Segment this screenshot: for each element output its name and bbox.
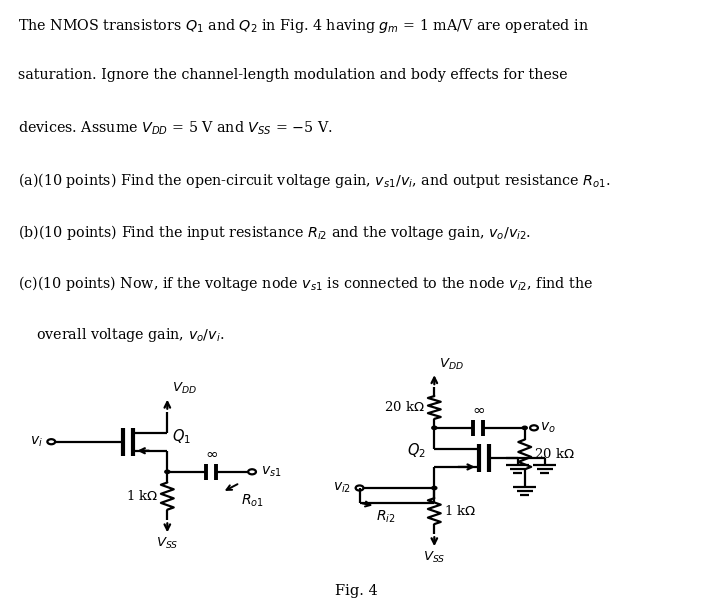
- Text: $Q_2$: $Q_2$: [407, 442, 426, 461]
- Text: devices. Assume $V_{DD}$ = 5 V and $V_{SS}$ = $-$5 V.: devices. Assume $V_{DD}$ = 5 V and $V_{S…: [18, 119, 333, 137]
- Text: $V_{DD}$: $V_{DD}$: [439, 357, 464, 372]
- Text: $v_{s1}$: $v_{s1}$: [261, 465, 281, 479]
- Text: $v_{i2}$: $v_{i2}$: [333, 481, 351, 495]
- Text: $\infty$: $\infty$: [205, 447, 218, 461]
- Text: $Q_1$: $Q_1$: [172, 427, 192, 445]
- Text: overall voltage gain, $v_o/v_i$.: overall voltage gain, $v_o/v_i$.: [18, 326, 224, 344]
- Circle shape: [165, 470, 170, 473]
- Text: (c)(10 points) Now, if the voltage node $v_{s1}$ is connected to the node $v_{i2: (c)(10 points) Now, if the voltage node …: [18, 275, 593, 293]
- Text: 20 k$\Omega$: 20 k$\Omega$: [384, 401, 425, 415]
- Circle shape: [431, 426, 437, 430]
- Text: 1 k$\Omega$: 1 k$\Omega$: [444, 504, 476, 518]
- Text: (a)(10 points) Find the open-circuit voltage gain, $v_{s1}/v_i$, and output resi: (a)(10 points) Find the open-circuit vol…: [18, 171, 611, 190]
- Text: $v_i$: $v_i$: [30, 435, 43, 449]
- Text: $v_o$: $v_o$: [540, 421, 556, 435]
- Text: $R_{i2}$: $R_{i2}$: [377, 509, 396, 525]
- Text: $\infty$: $\infty$: [472, 403, 485, 417]
- Text: $V_{SS}$: $V_{SS}$: [423, 550, 446, 565]
- Text: The NMOS transistors $Q_1$ and $Q_2$ in Fig. 4 having $g_m$ = 1 mA/V are operate: The NMOS transistors $Q_1$ and $Q_2$ in …: [18, 16, 589, 35]
- Circle shape: [431, 487, 437, 490]
- Circle shape: [522, 426, 527, 430]
- Text: $V_{SS}$: $V_{SS}$: [156, 536, 179, 551]
- Text: $R_{o1}$: $R_{o1}$: [241, 492, 264, 508]
- Text: Fig. 4: Fig. 4: [335, 584, 377, 598]
- Text: saturation. Ignore the channel-length modulation and body effects for these: saturation. Ignore the channel-length mo…: [18, 68, 567, 82]
- Text: 20 k$\Omega$: 20 k$\Omega$: [534, 447, 575, 461]
- Text: 1 k$\Omega$: 1 k$\Omega$: [126, 489, 158, 503]
- Text: (b)(10 points) Find the input resistance $R_{i2}$ and the voltage gain, $v_o/v_{: (b)(10 points) Find the input resistance…: [18, 223, 531, 242]
- Text: $V_{DD}$: $V_{DD}$: [172, 381, 197, 396]
